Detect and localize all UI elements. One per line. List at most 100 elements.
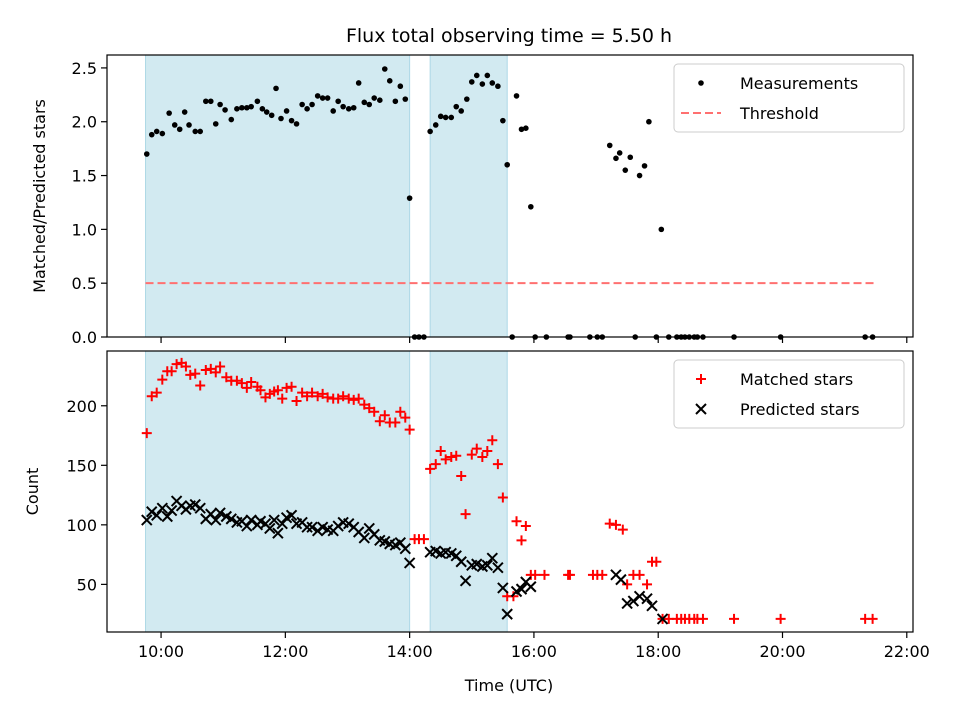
ratio-y-tick-label: 1.0: [72, 220, 97, 239]
predicted-star-point: [306, 521, 318, 533]
legend-frame: [673, 63, 905, 133]
matched-star-point: [190, 368, 201, 379]
measurement-point: [464, 96, 470, 102]
predicted-star-point: [481, 559, 494, 572]
ratio-y-axis-label: Matched/Predicted stars: [30, 99, 49, 293]
matched-star-point: [400, 412, 411, 423]
legend-entry: Predicted stars: [740, 400, 860, 419]
matched-star-point: [157, 374, 168, 385]
measurement-point: [263, 109, 270, 115]
measurement-point: [458, 108, 465, 114]
matched-star-point: [642, 579, 653, 590]
measurement-point: [453, 103, 460, 110]
matched-star-point: [404, 424, 415, 435]
predicted-star-point: [210, 514, 222, 526]
legend-x-marker: [695, 403, 707, 415]
matched-star-point: [195, 380, 206, 391]
matched-star-point: [775, 613, 786, 624]
measurement-point: [386, 78, 393, 84]
measurement-point: [479, 81, 486, 87]
predicted-star-point: [399, 542, 411, 555]
matched-star-point: [379, 410, 390, 421]
predicted-star-point: [301, 521, 313, 533]
matched-star-point: [390, 417, 401, 428]
measurement-point: [437, 113, 444, 120]
measurement-point: [606, 142, 613, 149]
matched-star-point: [539, 569, 550, 580]
matched-star-point: [511, 516, 522, 527]
ratio-legend: Measurements Threshold: [673, 63, 905, 133]
measurement-point: [500, 117, 506, 124]
ratio-y-tick-label: 1.5: [72, 167, 97, 186]
measurement-point: [345, 106, 352, 112]
predicted-star-point: [214, 507, 226, 519]
predicted-star-point: [515, 583, 528, 595]
x-tick-label: 16:00: [511, 642, 557, 661]
predicted-star-point: [151, 509, 163, 522]
x-tick-label: 10:00: [138, 642, 184, 661]
measurement-point: [324, 95, 331, 101]
measurement-point: [203, 98, 209, 105]
predicted-star-point: [627, 595, 640, 607]
measurement-point: [197, 128, 204, 135]
measurement-point: [355, 80, 362, 86]
matched-star-point: [241, 382, 252, 393]
predicted-star-point: [156, 502, 169, 514]
measurement-point: [304, 106, 310, 112]
legend-dot-marker: [698, 80, 704, 86]
matched-star-point: [451, 450, 462, 461]
predicted-star-point: [501, 608, 513, 620]
predicted-star-point: [641, 592, 653, 605]
measurement-point: [646, 118, 652, 125]
ratio-panel: 0.0 0.5 1.0 1.5 2.0 2.5 Matched/Predicted star…: [30, 54, 914, 347]
measurement-point: [658, 226, 665, 233]
measurement-point: [153, 128, 160, 135]
matched-star-point: [246, 376, 257, 387]
measurement-point: [254, 98, 261, 105]
measurement-point: [622, 167, 629, 173]
measurement-point: [217, 101, 223, 108]
x-tick-label: 22:00: [884, 642, 930, 661]
measurement-point: [259, 106, 266, 112]
legend-frame: [673, 359, 905, 429]
measurement-point: [473, 72, 480, 79]
matched-star-point: [369, 406, 380, 417]
predicted-star-point: [285, 509, 298, 522]
matched-star-point: [151, 387, 162, 398]
matched-star-point: [597, 569, 608, 580]
matched-star-point: [520, 521, 531, 532]
matched-star-point: [697, 613, 708, 624]
measurement-point: [432, 122, 439, 128]
predicted-star-point: [497, 582, 509, 594]
measurement-point: [392, 98, 399, 105]
measurement-point: [228, 116, 235, 123]
figure-title: Flux total observing time = 5.50 h: [346, 25, 672, 47]
measurement-point: [222, 107, 228, 113]
measurement-point: [495, 83, 501, 90]
measurement-point: [397, 83, 404, 90]
measurement-point: [402, 96, 409, 102]
measurement-point: [283, 108, 290, 114]
x-tick-label: 18:00: [635, 642, 681, 661]
matched-star-point: [353, 393, 364, 404]
measurement-point: [489, 80, 496, 86]
matched-star-point: [307, 387, 318, 398]
predicted-star-point: [656, 613, 669, 625]
predicted-star-point: [459, 575, 472, 587]
x-tick-label: 20:00: [759, 642, 805, 661]
matched-star-point: [210, 367, 221, 378]
measurement-point: [381, 66, 388, 72]
ratio-y-tick-label: 2.5: [72, 59, 97, 78]
measurement-point: [613, 155, 619, 162]
matched-star-point: [322, 392, 333, 403]
matched-star-point: [166, 366, 177, 377]
predicted-star-point: [276, 517, 288, 530]
matched-star-point: [497, 492, 508, 503]
ratio-shaded-interval-1: [145, 54, 411, 338]
matched-star-point: [141, 428, 152, 439]
matched-star-point: [338, 391, 349, 402]
matched-star-point: [482, 446, 493, 457]
predicted-star-point: [525, 581, 537, 593]
measurement-point: [239, 104, 245, 111]
